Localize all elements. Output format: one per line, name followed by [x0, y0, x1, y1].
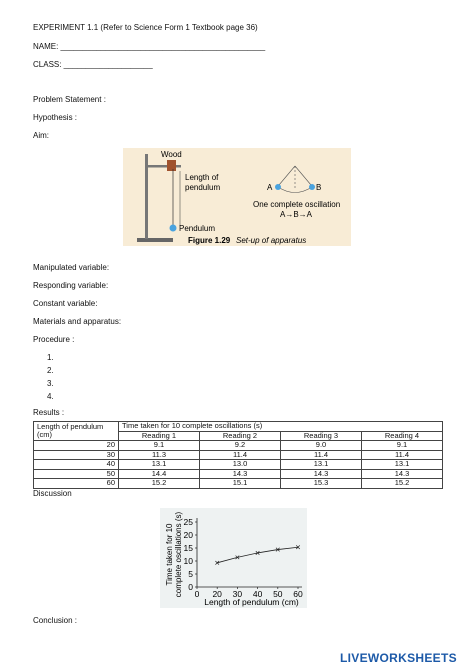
table-cell: 13.1: [118, 459, 200, 470]
table-header: Length of pendulum (cm): [33, 421, 119, 441]
label: A→B→A: [280, 210, 313, 219]
table-cell: 30: [33, 449, 119, 460]
data-point: [275, 547, 280, 552]
x-tick-label: 40: [253, 589, 263, 599]
bob: [275, 184, 281, 190]
bob: [169, 224, 177, 232]
caption: Figure 1.29: [188, 236, 231, 245]
label: pendulum: [185, 183, 220, 192]
y-tick-label: 10: [184, 556, 194, 566]
prompt: Procedure :: [33, 335, 75, 344]
data-point: [215, 560, 220, 565]
class-field[interactable]: CLASS: ____________________: [33, 60, 153, 69]
table-body: Length of pendulum (cm) Time taken for 10…: [33, 421, 443, 489]
table-cell: 40: [33, 459, 119, 470]
table-cell: 13.1: [361, 459, 443, 470]
table-cell: 50: [33, 468, 119, 479]
stand-rod: [145, 154, 148, 239]
table-row: 50 14.4 14.3 14.3 14.3: [33, 468, 443, 479]
name-field[interactable]: NAME: __________________________________…: [33, 42, 266, 51]
prompt: Problem Statement :: [33, 95, 106, 104]
prompt: Hypothesis :: [33, 113, 78, 122]
data-point: [295, 545, 301, 550]
prompt: Constant variable:: [33, 299, 98, 308]
x-tick-label: 60: [293, 589, 303, 599]
table-row: Length of pendulum (cm) Time taken for 10…: [33, 421, 443, 441]
procedure-item: 3.: [47, 379, 54, 388]
table-cell: 15.1: [199, 478, 281, 489]
stand-base: [137, 238, 173, 242]
prompt: Responding variable:: [33, 281, 109, 290]
table-cell: 9.1: [118, 440, 200, 451]
results-table: Length of pendulum (cm) Time taken for 10…: [33, 421, 443, 489]
caption: Set-up of apparatus: [236, 236, 306, 245]
y-tick-label: 20: [184, 530, 194, 540]
table-cell: 20: [33, 440, 119, 451]
table-cell: 9.1: [361, 440, 443, 451]
table-cell: 60: [33, 478, 119, 489]
x-tick-label: 50: [273, 589, 283, 599]
title: EXPERIMENT 1.1 (Refer to Science Form 1 …: [33, 23, 258, 32]
table-row: 40 13.1 13.0 13.1 13.1: [33, 459, 443, 470]
figure-bg: [123, 148, 351, 246]
swing-b: [294, 165, 312, 186]
prompt: Discussion: [33, 489, 72, 498]
label: Length of: [185, 173, 219, 182]
label: A: [267, 183, 273, 192]
table-cell: 15.3: [280, 478, 362, 489]
label: B: [316, 183, 321, 192]
table-cell: 15.2: [118, 478, 200, 489]
procedure-item: 2.: [47, 366, 54, 375]
bob: [309, 184, 315, 190]
prompt: Aim:: [33, 131, 49, 140]
wood-block: [167, 160, 176, 171]
label: Pendulum: [179, 224, 215, 233]
x-tick-label: 30: [233, 589, 243, 599]
y-tick-label: 5: [188, 569, 193, 579]
table-cell: 13.0: [199, 459, 281, 470]
x-axis-label: Length of pendulum (cm): [204, 597, 299, 607]
swing-a: [278, 165, 296, 186]
data-point: [235, 555, 240, 560]
y-tick-label: 15: [184, 543, 194, 553]
y-tick-label: 25: [184, 517, 194, 527]
table-cell: 9.0: [280, 440, 362, 451]
brand-logo[interactable]: LIVEWORKSHEETS: [340, 651, 457, 665]
table-cell: 9.2: [199, 440, 281, 451]
label: One complete oscillation: [253, 200, 340, 209]
prompt: Materials and apparatus:: [33, 317, 122, 326]
y-axis-label: complete oscillations (s): [174, 511, 183, 597]
arc: [277, 186, 313, 193]
procedure-item: 4.: [47, 392, 54, 401]
stand-arm: [145, 165, 181, 168]
x-tick-label: 20: [212, 589, 222, 599]
label: Wood: [161, 150, 182, 159]
prompt: Conclusion :: [33, 616, 78, 625]
table-row: 20 9.1 9.2 9.0 9.1: [33, 440, 443, 451]
x-tick-label: 0: [195, 589, 200, 599]
prompt: Manipulated variable:: [33, 263, 110, 272]
y-tick-label: 0: [188, 582, 193, 592]
table-cell: 15.2: [361, 478, 443, 489]
prompt: Results :: [33, 408, 65, 417]
procedure-item: 1.: [47, 353, 54, 362]
y-axis-label: Time taken for 10: [165, 523, 174, 586]
table-row: 60 15.2 15.1 15.3 15.2: [33, 478, 443, 489]
table-header: Time taken for 10 complete oscillations …: [118, 421, 443, 432]
data-point: [255, 550, 260, 555]
table-cell: 13.1: [280, 459, 362, 470]
apparatus-figure: Wood Length of pendulum Pendulum A B One…: [123, 148, 351, 246]
